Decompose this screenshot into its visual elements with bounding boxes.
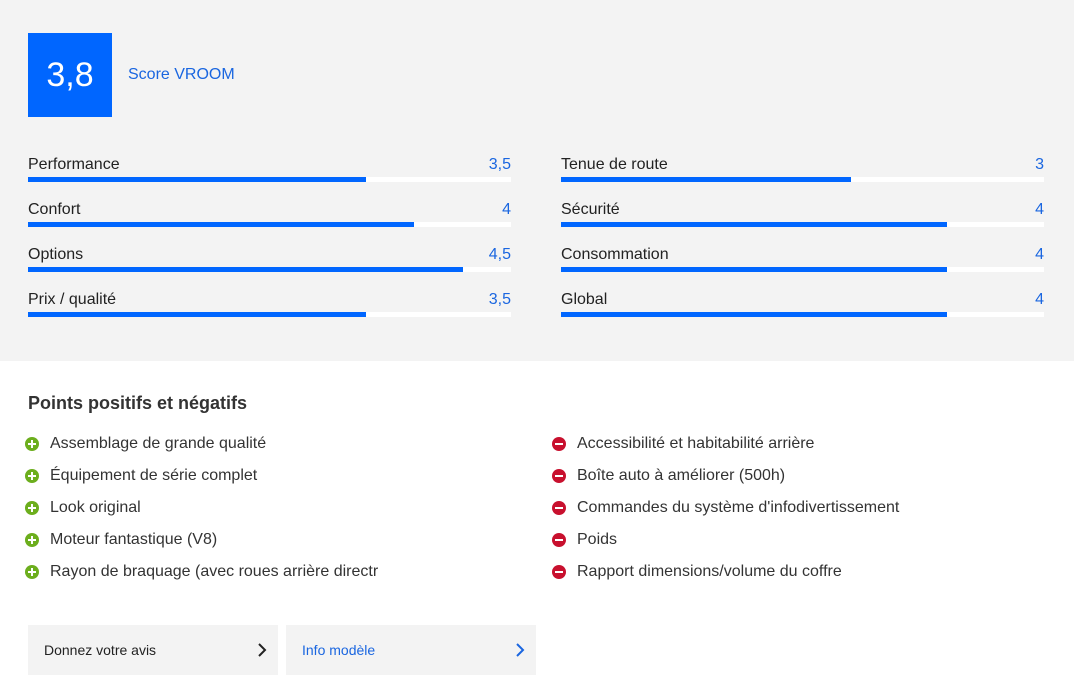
positive-point: Assemblage de grande qualité <box>25 428 378 460</box>
rating-row-confort: Confort 4 <box>28 201 511 246</box>
point-text: Poids <box>577 531 618 548</box>
rating-bar <box>28 312 511 317</box>
rating-name: Global <box>561 291 608 308</box>
rating-bar-fill <box>561 267 948 272</box>
rating-row-tenue-de-route: Tenue de route 3 <box>561 156 1044 201</box>
rating-row-prix-qualite: Prix / qualité 3,5 <box>28 291 511 336</box>
points-title: Points positifs et négatifs <box>28 393 248 413</box>
model-info-button[interactable]: Info modèle <box>286 625 536 675</box>
rating-value: 4 <box>1035 246 1044 263</box>
rating-bar <box>561 222 1044 227</box>
negative-point: Accessibilité et habitabilité arrière <box>552 428 899 460</box>
rating-bar <box>561 312 1044 317</box>
rating-bar-fill <box>561 312 948 317</box>
negative-point: Rapport dimensions/volume du coffre <box>552 556 899 588</box>
minus-circle-icon <box>552 565 566 579</box>
point-text: Rayon de braquage (avec roues arrière di… <box>50 563 379 580</box>
point-text: Accessibilité et habitabilité arrière <box>577 435 815 452</box>
rating-row-options: Options 4,5 <box>28 246 511 291</box>
rating-name: Consommation <box>561 246 669 263</box>
score-badge: 3,8 <box>28 33 112 117</box>
plus-circle-icon <box>25 437 39 451</box>
rating-value: 4 <box>1035 201 1044 218</box>
minus-circle-icon <box>552 501 566 515</box>
rating-bar <box>561 267 1044 272</box>
negative-points-list: Accessibilité et habitabilité arrière Bo… <box>552 428 899 588</box>
rating-value: 4 <box>502 201 511 218</box>
positive-point: Moteur fantastique (V8) <box>25 524 378 556</box>
score-section: 3,8 Score VROOM Performance 3,5 Confort … <box>0 0 1074 361</box>
point-text: Équipement de série complet <box>50 467 258 484</box>
rating-name: Confort <box>28 201 81 218</box>
negative-point: Poids <box>552 524 899 556</box>
score-label[interactable]: Score VROOM <box>128 66 235 83</box>
rating-bar-fill <box>28 177 367 182</box>
give-review-label: Donnez votre avis <box>44 642 157 658</box>
point-text: Look original <box>50 499 141 516</box>
negative-point: Commandes du système d'infodivertissemen… <box>552 492 899 524</box>
rating-value: 4 <box>1035 291 1044 308</box>
rating-name: Tenue de route <box>561 156 668 173</box>
minus-circle-icon <box>552 437 566 451</box>
give-review-button[interactable]: Donnez votre avis <box>28 625 278 675</box>
positive-point: Équipement de série complet <box>25 460 378 492</box>
rating-bar <box>28 222 511 227</box>
ratings-column-left: Performance 3,5 Confort 4 Options 4,5 Pr… <box>28 156 511 336</box>
rating-bar-fill <box>28 222 415 227</box>
rating-value: 3,5 <box>488 291 511 308</box>
positive-points-list: Assemblage de grande qualité Équipement … <box>25 428 378 588</box>
positive-point: Rayon de braquage (avec roues arrière di… <box>25 556 378 588</box>
negative-point: Boîte auto à améliorer (500h) <box>552 460 899 492</box>
rating-bar <box>28 267 511 272</box>
plus-circle-icon <box>25 533 39 547</box>
point-text: Rapport dimensions/volume du coffre <box>577 563 842 580</box>
rating-name: Performance <box>28 156 120 173</box>
point-text: Boîte auto à améliorer (500h) <box>577 467 786 484</box>
rating-bar-fill <box>28 312 367 317</box>
rating-name: Options <box>28 246 84 263</box>
minus-circle-icon <box>552 469 566 483</box>
positive-point: Look original <box>25 492 378 524</box>
rating-bar <box>28 177 511 182</box>
rating-bar-fill <box>28 267 463 272</box>
rating-name: Prix / qualité <box>28 291 117 308</box>
rating-value: 3 <box>1035 156 1044 173</box>
rating-bar <box>561 177 1044 182</box>
point-text: Commandes du système d'infodivertissemen… <box>577 499 900 516</box>
plus-circle-icon <box>25 565 39 579</box>
minus-circle-icon <box>552 533 566 547</box>
rating-name: Sécurité <box>561 201 620 218</box>
rating-row-securite: Sécurité 4 <box>561 201 1044 246</box>
rating-row-performance: Performance 3,5 <box>28 156 511 201</box>
rating-row-consommation: Consommation 4 <box>561 246 1044 291</box>
rating-value: 3,5 <box>488 156 511 173</box>
plus-circle-icon <box>25 469 39 483</box>
rating-row-global: Global 4 <box>561 291 1044 336</box>
plus-circle-icon <box>25 501 39 515</box>
point-text: Moteur fantastique (V8) <box>50 531 218 548</box>
rating-bar-fill <box>561 222 948 227</box>
point-text: Assemblage de grande qualité <box>50 435 267 452</box>
rating-value: 4,5 <box>488 246 511 263</box>
model-info-label: Info modèle <box>302 642 376 658</box>
ratings-column-right: Tenue de route 3 Sécurité 4 Consommation… <box>561 156 1044 336</box>
chevron-right-icon <box>258 643 267 657</box>
rating-bar-fill <box>561 177 851 182</box>
chevron-right-icon <box>516 643 525 657</box>
